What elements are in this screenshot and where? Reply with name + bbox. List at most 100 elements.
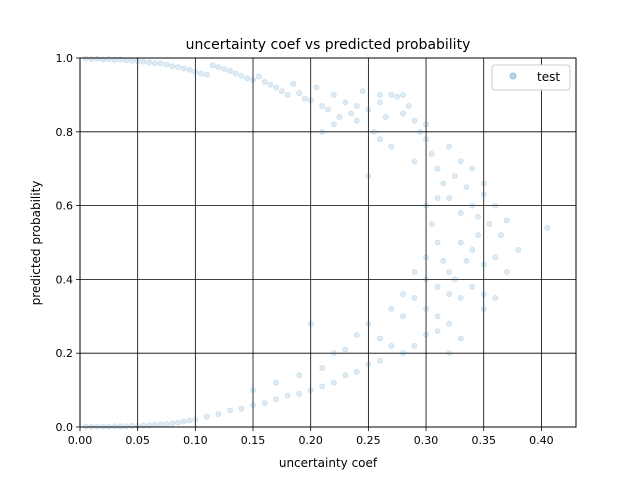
data-point [423,276,429,283]
data-point [192,69,199,75]
legend: test [491,64,571,91]
data-point [469,202,476,209]
x-axis-label: uncertainty coef [279,456,378,470]
data-point [457,239,464,246]
data-point [169,420,176,427]
data-point [376,357,383,364]
data-point [492,202,499,209]
data-point [365,173,372,179]
data-point [446,195,452,202]
data-point [284,392,291,399]
data-point [330,92,337,98]
data-point [480,180,487,187]
data-point [544,224,551,231]
data-point [342,99,349,106]
data-point [319,128,326,135]
data-point [446,350,452,357]
data-point [215,411,222,417]
data-point [400,110,406,117]
x-tick-label: 0.40 [529,434,554,447]
data-point [365,106,372,113]
data-point [307,387,314,393]
data-point [290,80,297,87]
data-point [434,195,441,202]
data-point [411,342,418,349]
data-point [157,421,164,428]
data-point [88,56,95,62]
data-point [365,320,372,327]
data-point [244,75,251,82]
data-point [376,99,383,106]
data-point [227,407,233,414]
data-point [457,294,464,301]
data-point [492,254,499,261]
data-point [175,419,181,426]
data-point [117,423,124,430]
data-point [140,58,147,65]
x-tick-label: 0.00 [68,434,93,447]
scatter-points [82,55,551,430]
data-point [307,320,314,327]
data-point [423,121,429,128]
data-point [498,232,504,238]
data-point [180,65,187,72]
data-point [492,294,499,301]
data-point [301,95,308,102]
data-point [446,320,452,327]
data-point [255,73,262,80]
data-point [267,81,274,88]
data-point [463,257,470,264]
data-point [457,335,464,342]
data-point [342,372,349,379]
data-point [411,269,418,275]
y-tick-label: 0.2 [56,347,74,360]
x-tick-label: 0.05 [125,434,150,447]
data-point [215,64,222,71]
data-point [423,202,429,209]
data-point [273,84,279,91]
data-point [400,291,406,298]
data-point [475,232,481,238]
data-point [319,103,326,109]
data-point [423,254,429,261]
data-point [128,57,135,64]
x-tick-label: 0.15 [241,434,266,447]
data-point [250,401,256,408]
data-point [423,331,429,338]
data-point [353,368,360,375]
data-point [515,246,522,253]
data-point [469,246,476,253]
data-point [163,61,170,68]
data-point [203,413,210,420]
data-point [169,63,176,69]
data-point [353,117,360,124]
data-point [111,423,118,430]
data-point [457,210,464,216]
legend-marker [509,72,517,80]
x-tick-label: 0.10 [183,434,208,447]
data-point [353,331,360,338]
data-point [434,283,441,290]
data-point [128,422,135,429]
data-point [157,60,164,67]
data-point [457,158,464,165]
y-tick-label: 0.8 [56,126,74,139]
data-point [428,150,435,157]
data-point [411,294,418,301]
data-point [382,114,389,120]
data-point [296,90,303,96]
data-point [376,335,383,342]
data-point [411,158,418,165]
data-point [371,128,377,135]
y-tick-label: 0.6 [56,200,74,213]
data-point [82,55,89,62]
data-point [330,350,337,357]
data-point [388,143,395,150]
data-point [353,103,360,109]
data-point [313,84,320,91]
data-point [227,68,233,74]
data-point [434,328,441,334]
data-point [146,59,153,66]
data-point [186,66,193,73]
